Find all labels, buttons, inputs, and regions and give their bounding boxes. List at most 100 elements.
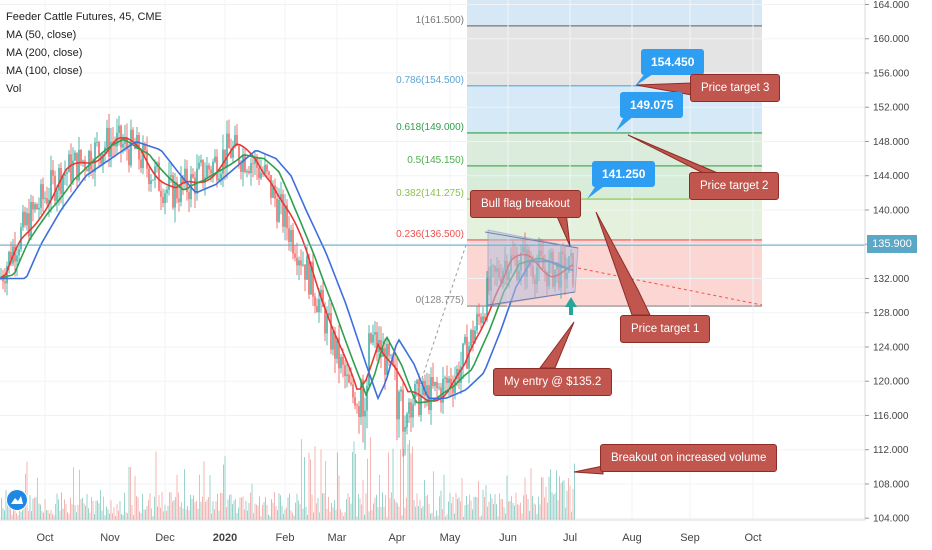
volume-bar <box>244 509 245 520</box>
pole-line <box>404 244 467 431</box>
volume-bar <box>1 497 2 520</box>
volume-bar <box>502 499 503 520</box>
volume-bar <box>560 483 562 520</box>
volume-bar <box>389 497 391 520</box>
candle-body <box>70 154 72 182</box>
candle-body <box>472 330 474 343</box>
candle-body <box>234 134 236 147</box>
x-tick-label: 2020 <box>213 532 237 544</box>
candle-body <box>150 180 152 185</box>
volume-bar <box>265 497 266 520</box>
legend-vol[interactable]: Vol <box>6 83 22 95</box>
volume-bar <box>461 478 463 520</box>
volume-bar <box>22 510 23 520</box>
candle-body <box>360 379 362 418</box>
volume-bar <box>551 492 553 520</box>
volume-bar <box>509 500 511 520</box>
candle-body <box>464 336 466 344</box>
time-axis[interactable]: Oct Nov Dec 2020 Feb Mar Apr May Jun Jul Aug Sep Oct <box>0 519 865 544</box>
volume-bar <box>97 500 98 520</box>
volume-bar <box>301 439 302 520</box>
volume-bar <box>425 496 427 520</box>
volume-bar <box>304 457 305 520</box>
volume-bar <box>538 496 539 520</box>
fib-label-0.618: 0.618(149.000) <box>396 122 464 133</box>
candle-body <box>236 134 238 147</box>
x-tick-label: Mar <box>328 532 347 544</box>
volume-bar <box>106 506 107 520</box>
volume-bar <box>316 503 317 520</box>
candle-body <box>354 397 356 406</box>
candle-body <box>274 185 276 199</box>
volume-bar <box>457 499 458 520</box>
price-tag-154[interactable]: 154.450 <box>641 49 705 75</box>
candle-body <box>448 378 450 383</box>
note-volume[interactable]: Breakout on increased volume <box>600 444 778 472</box>
candle-body <box>320 289 322 300</box>
projection-line <box>577 267 763 306</box>
candle-body <box>416 380 418 384</box>
note-entry[interactable]: My entry @ $135.2 <box>493 368 613 396</box>
price-axis[interactable]: 164.000 160.000 156.000 152.000 148.000 144.0… <box>864 0 910 525</box>
note-target2[interactable]: Price target 2 <box>689 172 780 200</box>
note-bull-flag[interactable]: Bull flag breakout <box>470 190 581 218</box>
x-tick-label: Jun <box>499 532 517 544</box>
x-tick-label: Jul <box>563 532 577 544</box>
candle-body <box>90 151 92 170</box>
candle-body <box>238 146 240 164</box>
legend-title[interactable]: Feeder Cattle Futures, 45, CME <box>6 11 162 23</box>
candle-body <box>312 261 314 297</box>
volume-bar <box>367 458 368 520</box>
volume-bar <box>446 514 448 520</box>
volume-bar <box>299 504 301 520</box>
note-target3[interactable]: Price target 3 <box>690 74 781 102</box>
candle-body <box>64 173 66 176</box>
volume-bar <box>242 496 244 520</box>
volume-bar <box>269 516 271 520</box>
volume-bar <box>436 510 437 520</box>
candle-body <box>34 204 36 210</box>
volume-bar <box>5 489 7 520</box>
volume-bar <box>152 516 154 520</box>
volume-bar <box>52 514 53 520</box>
volume-bar <box>170 492 172 520</box>
candle-body <box>432 377 434 386</box>
volume-bar <box>26 461 28 520</box>
candle-body <box>162 196 164 204</box>
fib-zone-top <box>467 0 762 26</box>
volume-bar <box>163 511 164 520</box>
volume-bar <box>136 496 137 520</box>
note-target1[interactable]: Price target 1 <box>620 315 711 343</box>
candle-body <box>196 168 198 194</box>
volume-bar <box>196 500 197 520</box>
price-tag-141[interactable]: 141.250 <box>592 161 656 187</box>
volume-bar <box>223 464 224 520</box>
volume-bar <box>154 496 155 520</box>
volume-bar <box>203 461 205 520</box>
candle-body <box>198 162 200 169</box>
volume-bar <box>160 507 161 520</box>
volume-bar <box>550 469 551 520</box>
candle-body <box>128 149 130 166</box>
volume-bar <box>515 492 517 520</box>
volume-bar <box>62 508 64 520</box>
candle-body <box>438 387 440 389</box>
legend-ma50[interactable]: MA (50, close) <box>6 29 77 41</box>
volume-bar <box>236 512 238 520</box>
legend-ma200[interactable]: MA (200, close) <box>6 47 83 59</box>
volume-bar <box>569 485 571 520</box>
candle-body <box>402 389 404 432</box>
legend-ma100[interactable]: MA (100, close) <box>6 65 83 77</box>
volume-bar <box>82 497 83 520</box>
tradingview-logo[interactable] <box>6 489 28 511</box>
volume-bar <box>574 463 575 520</box>
volume-bar <box>145 509 146 520</box>
price-tag-149[interactable]: 149.075 <box>620 92 684 118</box>
volume-bar <box>166 510 167 520</box>
volume-bar <box>482 489 484 520</box>
volume-bar <box>194 502 196 520</box>
volume-bar <box>176 474 178 520</box>
volume-bars <box>1 437 575 520</box>
volume-bar <box>212 501 214 520</box>
volume-bar <box>496 504 497 520</box>
